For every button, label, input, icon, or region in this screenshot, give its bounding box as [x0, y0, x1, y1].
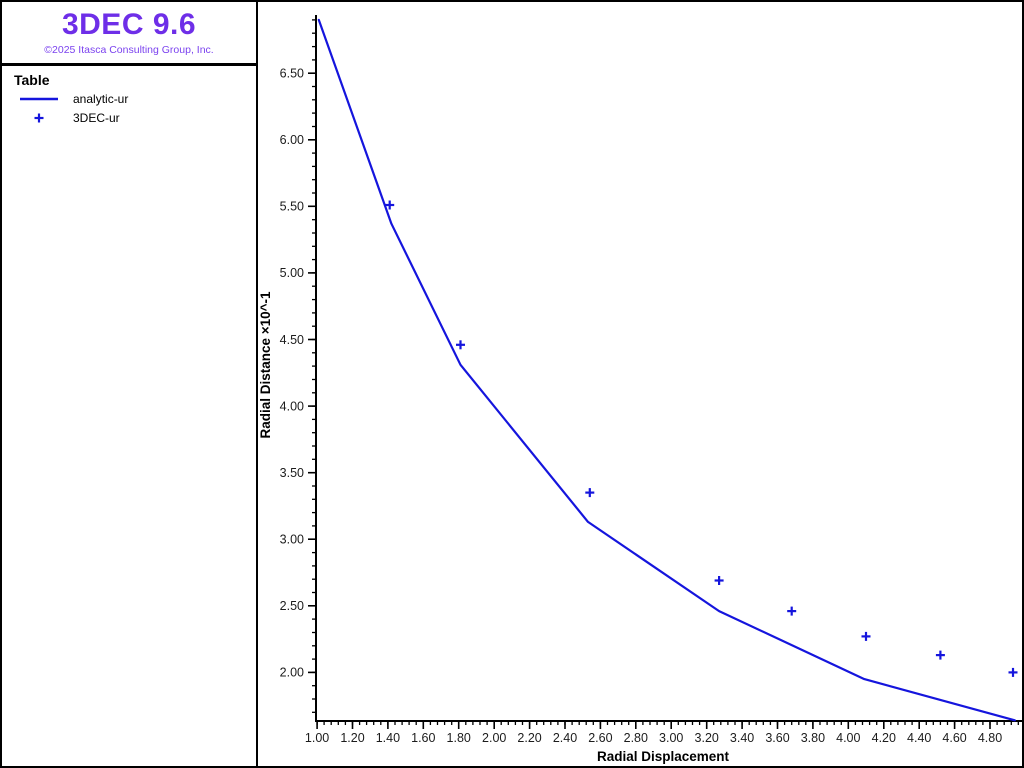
legend-heading: Table: [14, 72, 50, 88]
svg-text:3.20: 3.20: [695, 731, 719, 745]
minor-ticks: [312, 19, 1019, 725]
x-axis-title: Radial Displacement: [597, 749, 730, 764]
svg-text:4.00: 4.00: [280, 399, 304, 413]
copyright-text: ©2025 Itasca Consulting Group, Inc.: [44, 44, 214, 56]
svg-text:3.40: 3.40: [730, 731, 754, 745]
svg-text:2.80: 2.80: [624, 731, 648, 745]
svg-text:3.80: 3.80: [801, 731, 825, 745]
svg-text:4.60: 4.60: [942, 731, 966, 745]
legend-item-3dec-ur: 3DEC-ur: [14, 110, 256, 126]
svg-text:3.50: 3.50: [280, 466, 304, 480]
svg-text:2.20: 2.20: [517, 731, 541, 745]
y-tick-labels: 2.00 2.50 3.00 3.50 4.00 4.50 5.00 5.50 6.00 6.50: [280, 67, 304, 680]
app-title: 3DEC 9.6: [61, 8, 197, 41]
line-sample-icon: [14, 96, 64, 102]
svg-text:5.50: 5.50: [280, 200, 304, 214]
svg-text:4.20: 4.20: [872, 731, 896, 745]
svg-text:2.50: 2.50: [280, 599, 304, 613]
y-axis-title: Radial Distance ×10^-1: [258, 291, 273, 439]
plus-marker-icon: [14, 112, 64, 124]
legend-label-analytic-ur: analytic-ur: [73, 92, 129, 106]
x-tick-labels: 1.00 1.20 1.40 1.60 1.80 2.00 2.20 2.40 2.60 2.80…: [305, 731, 1002, 745]
series-3DEC-ur-markers: [385, 200, 1018, 677]
svg-text:4.40: 4.40: [907, 731, 931, 745]
svg-text:2.40: 2.40: [553, 731, 577, 745]
svg-text:4.00: 4.00: [836, 731, 860, 745]
legend: Table analytic-ur: [2, 66, 256, 126]
svg-text:2.00: 2.00: [482, 731, 506, 745]
axes: [315, 15, 1022, 722]
legend-item-analytic-ur: analytic-ur: [14, 91, 256, 107]
svg-text:1.60: 1.60: [411, 731, 435, 745]
svg-text:3.00: 3.00: [659, 731, 683, 745]
svg-text:4.50: 4.50: [280, 333, 304, 347]
header-separator: [2, 63, 256, 66]
svg-text:3.60: 3.60: [765, 731, 789, 745]
svg-text:1.80: 1.80: [447, 731, 471, 745]
svg-text:4.80: 4.80: [978, 731, 1002, 745]
series-analytic-ur-line: [317, 18, 1016, 722]
svg-text:1.40: 1.40: [376, 731, 400, 745]
svg-text:1.00: 1.00: [305, 731, 329, 745]
major-ticks: [308, 72, 991, 729]
legend-label-3dec-ur: 3DEC-ur: [73, 111, 120, 125]
svg-text:2.60: 2.60: [588, 731, 612, 745]
panel-header: 3DEC 9.6 ©2025 Itasca Consulting Group, …: [2, 2, 256, 56]
left-panel: 3DEC 9.6 ©2025 Itasca Consulting Group, …: [2, 2, 258, 766]
svg-text:5.00: 5.00: [280, 266, 304, 280]
svg-text:3.00: 3.00: [280, 533, 304, 547]
svg-text:1.20: 1.20: [340, 731, 364, 745]
svg-text:6.00: 6.00: [280, 133, 304, 147]
svg-text:6.50: 6.50: [280, 67, 304, 81]
svg-text:2.00: 2.00: [280, 666, 304, 680]
